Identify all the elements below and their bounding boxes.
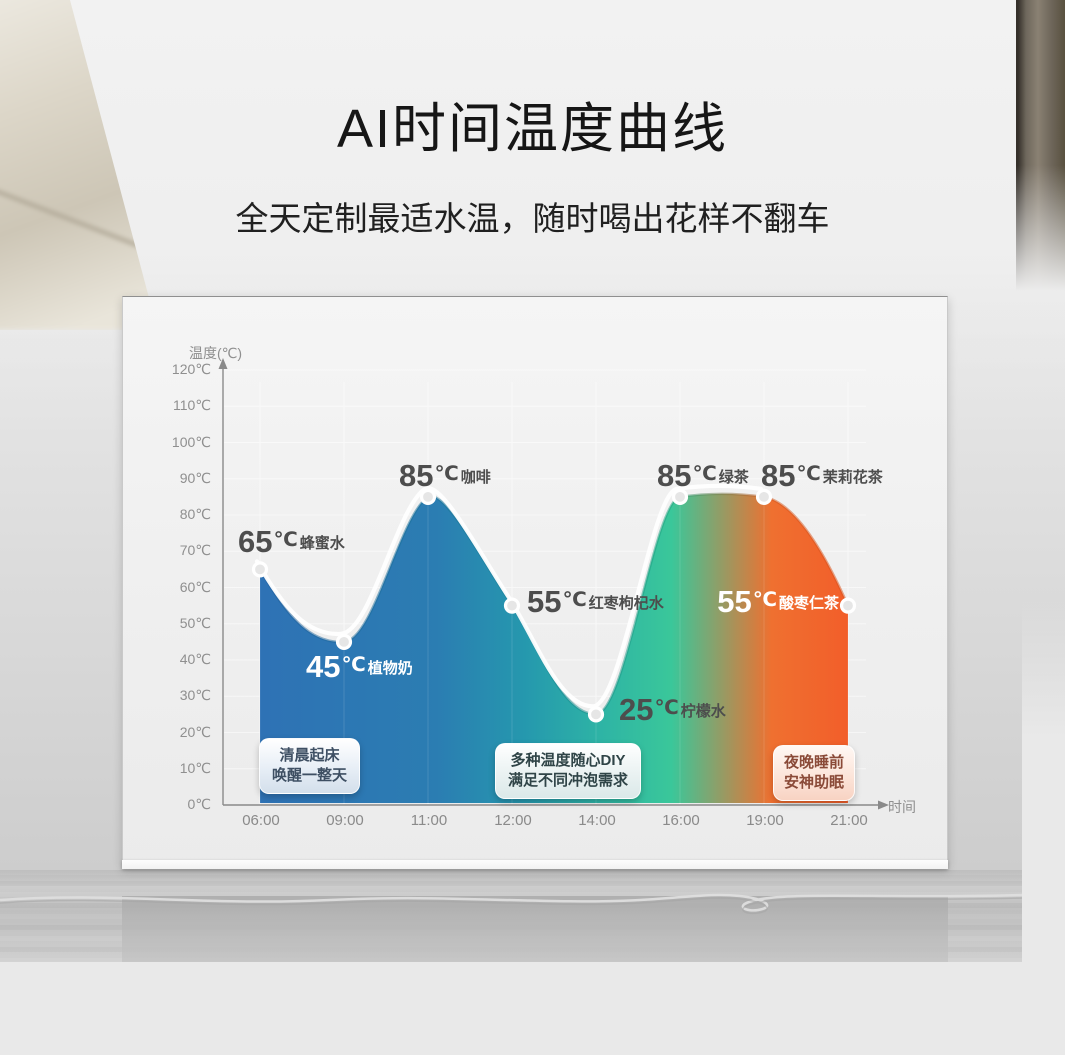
point-temp: 65 — [238, 524, 273, 560]
x-tick-label: 11:00 — [410, 812, 448, 829]
page-subtitle: 全天定制最适水温，随时喝出花样不翻车 — [235, 200, 830, 237]
foreground-floor — [0, 962, 1065, 1055]
data-point-marker — [251, 561, 269, 578]
callout-diy-line1: 多种温度随心DIY — [510, 752, 626, 769]
data-point-marker — [587, 706, 605, 723]
callout-morning: 清晨起床 唤醒一整天 — [259, 738, 361, 794]
point-label-茉莉花茶: 85℃ 茉莉花茶 — [761, 460, 883, 491]
data-point-marker — [503, 597, 521, 614]
y-tick-label: 110℃ — [172, 397, 211, 414]
callout-night-line1: 夜晚睡前 — [784, 754, 845, 771]
y-tick-label: 120℃ — [171, 361, 211, 377]
x-tick-label: 21:00 — [830, 812, 868, 829]
y-tick-label: 90℃ — [179, 469, 211, 486]
background-photo-chair — [1016, 0, 1065, 300]
y-axis-title: 温度(℃) — [189, 345, 243, 361]
degree-unit: ℃ — [434, 462, 459, 485]
background-photo-sofa — [0, 0, 158, 330]
x-tick-label: 06:00 — [242, 812, 280, 829]
x-tick-label: 09:00 — [326, 812, 364, 829]
y-tick-label: 40℃ — [179, 651, 211, 667]
x-tick-label: 16:00 — [662, 812, 700, 829]
point-temp: 25 — [619, 692, 654, 728]
point-drink: 酸枣仁茶 — [778, 594, 839, 612]
point-temp: 45 — [306, 648, 341, 684]
point-drink: 绿茶 — [718, 468, 749, 486]
y-tick-label: 10℃ — [179, 759, 211, 776]
page-title: AI时间温度曲线 — [336, 99, 729, 159]
chart-panel: 120℃ 110℃ 100℃ 90℃ 80℃ 70℃ 60℃ 50℃ 40℃ 30℃ 20℃ 10℃ 0… — [122, 296, 948, 868]
callout-night-line2: 安神助眠 — [784, 774, 845, 791]
data-point-marker — [755, 488, 773, 505]
degree-unit: ℃ — [796, 462, 821, 485]
temperature-time-curve-chart — [218, 358, 889, 810]
y-tick-label: 60℃ — [179, 578, 211, 595]
point-drink: 咖啡 — [460, 468, 491, 486]
callout-diy: 多种温度随心DIY 满足不同冲泡需求 — [495, 743, 642, 799]
reflection-wave — [0, 893, 1022, 915]
point-drink: 植物奶 — [367, 659, 413, 677]
y-tick-label: 100℃ — [171, 433, 211, 450]
degree-unit: ℃ — [562, 588, 587, 611]
point-temp: 55 — [717, 583, 752, 619]
degree-unit: ℃ — [654, 697, 679, 720]
degree-unit: ℃ — [341, 653, 366, 676]
point-label-柠檬水: 25℃ 柠檬水 — [619, 694, 726, 725]
chart-labels-layer: 120℃ 110℃ 100℃ 90℃ 80℃ 70℃ 60℃ 50℃ 40℃ 30℃ 20℃ 10℃ 0… — [123, 297, 947, 867]
x-tick-label: 14:00 — [578, 812, 616, 829]
panel-reflection — [122, 896, 948, 962]
y-tick-label: 70℃ — [179, 542, 211, 559]
point-label-绿茶: 85℃ 绿茶 — [657, 460, 749, 491]
data-point-marker — [839, 597, 857, 614]
y-tick-label: 50℃ — [179, 614, 211, 631]
degree-unit: ℃ — [692, 462, 717, 485]
point-drink: 蜂蜜水 — [299, 535, 345, 553]
x-tick-label: 19:00 — [746, 812, 784, 829]
y-tick-label: 80℃ — [179, 506, 211, 522]
point-label-咖啡: 85℃ 咖啡 — [399, 460, 491, 491]
callout-morning-line1: 清晨起床 — [279, 747, 340, 764]
panel-bottom-highlight — [122, 860, 948, 869]
y-tick-label: 30℃ — [179, 687, 211, 704]
point-label-蜂蜜水: 65℃ 蜂蜜水 — [238, 526, 345, 557]
y-tick-label: 0℃ — [187, 796, 211, 812]
data-point-marker — [419, 488, 437, 505]
point-label-红枣枸杞水: 55℃ 红枣枸杞水 — [527, 586, 664, 617]
point-temp: 55 — [527, 583, 562, 619]
point-drink: 茉莉花茶 — [822, 468, 883, 486]
point-drink: 柠檬水 — [680, 703, 726, 721]
point-label-酸枣仁茶: 55℃ 酸枣仁茶 — [717, 586, 839, 617]
degree-unit: ℃ — [273, 529, 298, 552]
data-point-marker — [335, 633, 353, 650]
callout-diy-line2: 满足不同冲泡需求 — [508, 772, 629, 789]
data-point-marker — [671, 488, 689, 505]
point-temp: 85 — [399, 457, 434, 493]
x-tick-label: 12:00 — [494, 812, 532, 829]
table-reflection — [0, 870, 1022, 962]
callout-morning-line2: 唤醒一整天 — [272, 767, 348, 784]
callout-night: 夜晚睡前 安神助眠 — [773, 745, 856, 801]
x-axis-title: 时间 — [888, 799, 916, 815]
point-drink: 红枣枸杞水 — [588, 594, 664, 612]
degree-unit: ℃ — [752, 588, 777, 611]
point-label-植物奶: 45℃ 植物奶 — [306, 651, 413, 682]
point-temp: 85 — [761, 457, 796, 493]
point-temp: 85 — [657, 457, 692, 493]
y-tick-label: 20℃ — [179, 723, 211, 740]
